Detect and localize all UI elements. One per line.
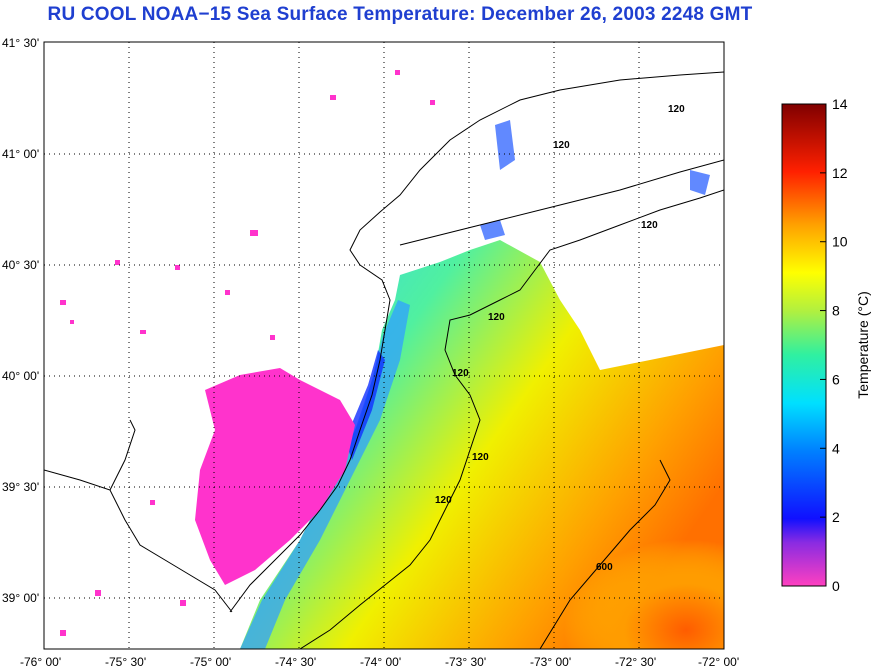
contour-label: 120 (553, 140, 570, 151)
colorbar-tick-label: 2 (832, 509, 840, 525)
contour-label: 120 (668, 104, 685, 115)
lat-label: 40° 00' (2, 369, 39, 383)
lat-label: 40° 30' (2, 258, 39, 272)
lon-label: -74° 00' (360, 655, 401, 669)
contour-label: 120 (488, 312, 505, 323)
lon-label: -73° 30' (445, 655, 486, 669)
lat-label: 41° 00' (2, 147, 39, 161)
map-plot-area: 120 120 120 120 120 120 120 600 41° 30' … (2, 36, 739, 669)
contour-label: 120 (452, 368, 469, 379)
coastline (229, 71, 724, 613)
contour-label: 600 (596, 562, 613, 573)
delaware-bay-shore (44, 469, 233, 613)
colorbar-axis-label: Temperature (°C) (855, 291, 871, 399)
sst-cool-coastal-band (240, 300, 410, 649)
delaware-river (109, 419, 136, 491)
graticule (44, 42, 724, 649)
long-island-shore (399, 159, 724, 246)
lon-label: -75° 30' (105, 655, 146, 669)
contour-label: 120 (435, 495, 452, 506)
colorbar-gradient (781, 103, 827, 587)
lat-label: 39° 00' (2, 591, 39, 605)
lon-label: -75° 00' (190, 655, 231, 669)
cloud-patch-long-island (480, 120, 710, 240)
lon-label: -76° 00' (20, 655, 61, 669)
sst-warm-core (470, 460, 724, 649)
colorbar-tick-label: 6 (832, 371, 840, 387)
lat-label: 41° 30' (2, 36, 39, 50)
contour-600m (539, 459, 671, 649)
lat-label: 39° 30' (2, 480, 39, 494)
lon-label: -72° 30' (615, 655, 656, 669)
colorbar-tick-label: 10 (832, 234, 848, 250)
lon-label: -73° 00' (530, 655, 571, 669)
contour-120m (299, 189, 724, 649)
sst-nearshore-blue (345, 350, 385, 460)
lon-label: -72° 00' (698, 655, 739, 669)
map-title: RU COOL NOAA−15 Sea Surface Temperature:… (47, 4, 753, 25)
colorbar-ticks: 14 12 10 8 6 4 2 0 (820, 96, 848, 594)
temperature-colorbar: 14 12 10 8 6 4 2 0 Temperature (°C) (781, 96, 871, 594)
contour-label: 120 (641, 220, 658, 231)
land-mask-pink (195, 368, 355, 585)
colorbar-tick-label: 8 (832, 303, 840, 319)
colorbar-tick-label: 14 (832, 96, 848, 112)
lon-label: -74° 30' (275, 655, 316, 669)
map-frame (43, 41, 725, 650)
colorbar-tick-label: 4 (832, 440, 840, 456)
colorbar-tick-label: 12 (832, 165, 848, 181)
colorbar-tick-label: 0 (832, 578, 840, 594)
contour-label: 120 (472, 452, 489, 463)
